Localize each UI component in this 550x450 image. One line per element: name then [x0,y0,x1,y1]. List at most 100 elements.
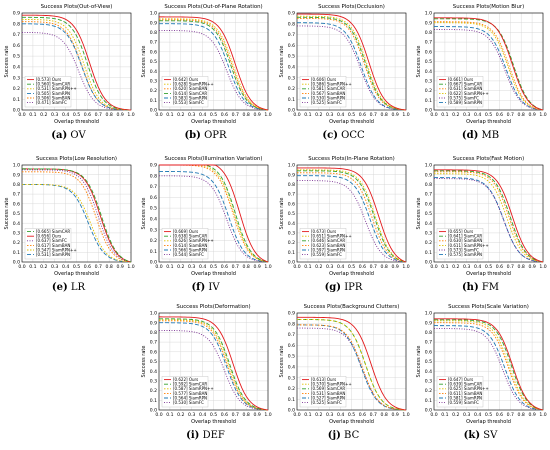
chart-panel: Success Plots(Deformation) 0.0 0.1 0.2 0.3 0.… [137,300,274,450]
caption-letter: (d) [461,130,479,141]
panel-caption: (d) MB [412,130,549,141]
x-tick-label: 0.7 [370,412,377,418]
y-tick-label: 0.8 [288,182,295,188]
series-line-siamfc [22,169,132,263]
x-axis-label: Overlap threshold [466,271,511,277]
series-line-siamban [434,21,544,111]
series-line-siamcar [159,318,269,411]
legend-entry: [0.575] SiamRPN [448,252,482,257]
legend-entry: [0.673] Ours [311,229,336,234]
x-tick-label: 0.2 [177,112,184,118]
y-tick-label: 0.9 [13,11,20,17]
y-tick-label: 0.2 [13,240,20,246]
legend-entry: [0.631] SiamBAN [448,86,482,91]
chart-svg: Success Plots(Occlusion) 0.0 0.1 0.2 0.3 0.4 0… [279,4,410,125]
x-tick-label: 0.1 [441,112,448,118]
legend-entry: [0.592] SiamCAR [173,382,207,387]
legend-entry: [0.553] SiamFC [173,100,204,105]
y-tick-label: 0.4 [288,221,295,227]
x-tick-label: 0.6 [359,112,366,118]
series-line-siamban [297,172,407,263]
y-tick-label: 0.6 [13,43,20,49]
caption-letter: (i) [186,430,200,441]
x-tick-label: 0.8 [106,264,113,270]
chart-svg: Success Plots(Illumination Variation) 0.0… [141,156,272,277]
x-tick-label: 0.5 [485,112,492,118]
legend-entry: [0.544] SiamFC [173,252,204,257]
x-tick-label: 0.0 [18,264,25,270]
x-tick-label: 0.5 [210,412,217,418]
x-tick-label: 0.4 [474,112,481,118]
plot-frame [296,164,407,263]
x-tick-label: 0.8 [518,264,525,270]
y-tick-label: 0.0 [13,108,20,114]
y-tick-label: 0.0 [425,108,432,114]
x-tick-label: 0.3 [326,264,333,270]
y-tick-label: 0.5 [13,54,20,60]
x-tick-label: 0.6 [221,264,228,270]
x-tick-label: 0.8 [381,412,388,418]
series-line-siamrpnpp [434,173,544,263]
legend-entry: [0.575] SiamFC [448,95,479,100]
legend-entry: [0.626] SiamRPN++ [173,238,214,243]
series-line-siamfc [158,330,269,411]
legend-entry: [0.625] SiamRPN++ [448,386,489,391]
legend-entry: [0.569] SiamCAR [311,386,345,391]
plot-frame [296,312,407,411]
chart-title: Success Plots(Fast Motion) [453,156,524,162]
x-tick-label: 0.4 [474,412,481,418]
y-tick-label: 0.7 [425,340,432,346]
x-tick-label: 0.9 [391,112,398,118]
chart-svg: Success Plots(Out-of-View) 0.0 0.1 0.2 0.3 0.… [4,4,135,125]
panel-caption: (i) DEF [137,430,274,441]
y-tick-label: 1.0 [425,11,432,17]
caption-letter: (b) [184,130,201,141]
y-tick-label: 0.2 [425,388,432,394]
legend-entry: [0.620] SiamBAN [173,86,207,91]
y-tick-label: 0.1 [288,250,295,256]
legend-box [161,376,209,408]
legend-entry: [0.530] SiamFC [173,400,204,405]
x-tick-label: 0.6 [359,412,366,418]
series-line-siamfc [159,30,269,111]
x-tick-label: 0.8 [381,112,388,118]
y-tick-label: 0.6 [150,349,157,355]
x-tick-label: 0.0 [430,112,437,118]
caption-letter: (k) [463,430,481,441]
legend-entry: [0.564] SiamRPN [173,395,207,400]
x-tick-label: 0.5 [73,264,80,270]
x-tick-label: 0.7 [95,264,102,270]
series-line-siamrpn [434,26,544,111]
y-tick-label: 0.7 [150,40,157,46]
y-tick-label: 0.4 [150,369,157,375]
x-tick-label: 0.1 [304,264,311,270]
series-line-siamcar [159,20,269,111]
series-line-ours [434,169,544,263]
x-tick-label: 0.6 [84,264,91,270]
y-tick-label: 0.9 [13,172,20,178]
chart-svg: Success Plots(Fast Motion) 0.0 0.1 0.2 0.3 0.… [416,156,547,277]
legend-box [436,228,484,260]
x-tick-label: 1.0 [539,264,546,270]
y-tick-label: 0.5 [150,359,157,365]
x-tick-label: 0.7 [95,112,102,118]
y-tick-label: 0.7 [288,32,295,38]
series-line-siamrpnpp [297,319,407,411]
legend-entry: [0.606] Ours [311,77,336,82]
x-tick-label: 1.0 [539,112,546,118]
chart-panel: Success Plots(Scale Variation) 0.0 0.1 0.2 0… [412,300,549,450]
legend-entry: [0.647] Ours [448,377,473,382]
x-tick-label: 0.2 [40,112,47,118]
series-line-siamcar [434,319,544,411]
legend-box [299,228,347,260]
x-tick-label: 1.0 [264,264,271,270]
x-tick-label: 0.9 [391,264,398,270]
x-tick-label: 0.6 [221,112,228,118]
x-tick-label: 0.0 [155,112,162,118]
series-line-siamcar [22,168,132,263]
y-tick-label: 0.6 [425,49,432,55]
y-axis-label: Success rate [141,346,147,378]
series-line-siamrpnpp [159,319,269,411]
series-line-siamrpnpp [21,19,132,111]
x-axis-label: Overlap threshold [191,119,236,125]
